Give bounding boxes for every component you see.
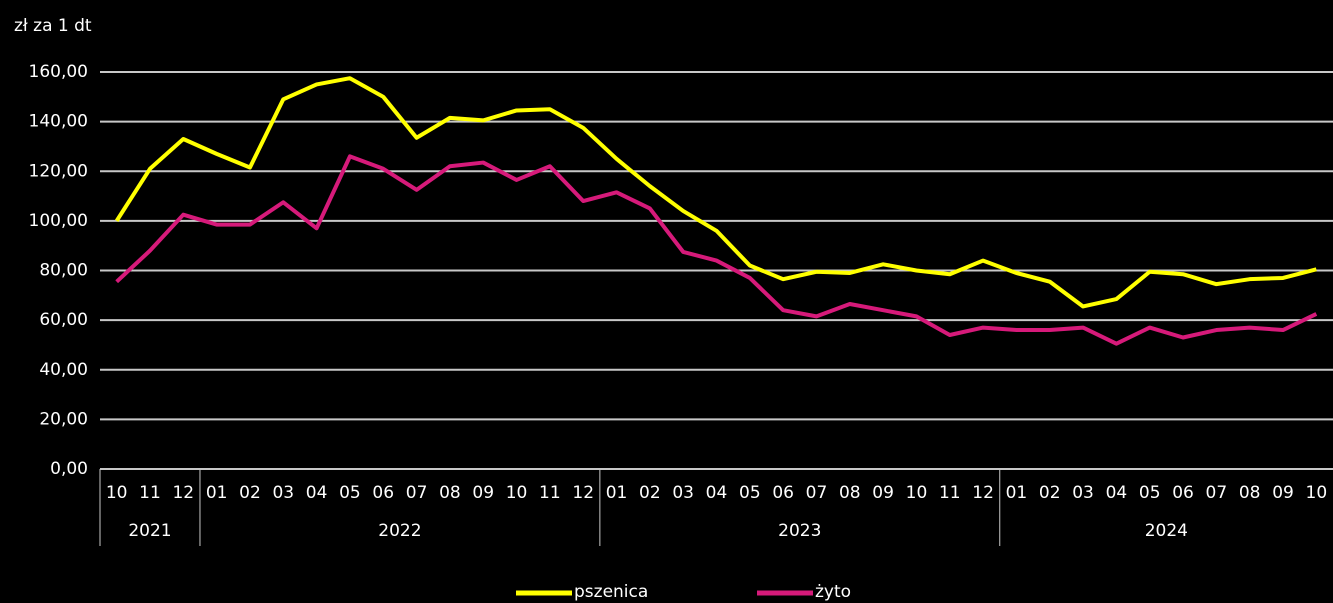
year-label: 2022 [378,521,421,541]
x-tick-label: 03 [272,483,294,503]
x-tick-label: 11 [939,483,961,503]
x-tick-label: 08 [439,483,461,503]
x-tick-label: 04 [1106,483,1128,503]
x-tick-label: 04 [306,483,328,503]
legend-label: pszenica [574,582,648,602]
x-tick-label: 11 [539,483,561,503]
year-label: 2024 [1145,521,1188,541]
x-tick-label: 08 [1239,483,1261,503]
year-label: 2023 [778,521,821,541]
x-tick-label: 09 [872,483,894,503]
legend-label: żyto [815,582,851,602]
x-tick-label: 07 [1206,483,1228,503]
x-tick-label: 05 [339,483,361,503]
x-tick-label: 08 [839,483,861,503]
x-tick-label: 05 [739,483,761,503]
y-tick-label: 120,00 [29,161,88,181]
x-tick-label: 10 [906,483,928,503]
year-label: 2021 [128,521,171,541]
y-tick-label: 0,00 [50,459,88,479]
x-tick-label: 10 [1306,483,1328,503]
x-tick-label: 02 [1039,483,1061,503]
x-tick-label: 02 [239,483,261,503]
y-tick-label: 60,00 [39,310,88,330]
y-tick-label: 100,00 [29,211,88,231]
y-tick-label: 20,00 [39,409,88,429]
x-tick-label: 07 [806,483,828,503]
x-tick-label: 06 [1172,483,1194,503]
x-tick-label: 02 [639,483,661,503]
x-tick-label: 10 [106,483,128,503]
x-tick-label: 07 [406,483,428,503]
x-tick-label: 12 [572,483,594,503]
x-tick-label: 11 [139,483,161,503]
x-tick-label: 09 [472,483,494,503]
x-tick-label: 06 [772,483,794,503]
x-tick-label: 03 [672,483,694,503]
x-tick-label: 10 [506,483,528,503]
y-tick-label: 80,00 [39,261,88,281]
x-tick-label: 01 [606,483,628,503]
series-line [114,76,1317,309]
x-tick-label: 01 [1006,483,1028,503]
x-tick-label: 05 [1139,483,1161,503]
y-axis-label: zł za 1 dt [14,16,92,36]
x-tick-label: 12 [972,483,994,503]
x-tick-label: 09 [1272,483,1294,503]
x-tick-label: 01 [206,483,228,503]
x-tick-label: 12 [172,483,194,503]
y-tick-label: 140,00 [29,112,88,132]
series-line [115,154,1318,346]
x-tick-label: 06 [372,483,394,503]
x-tick-label: 03 [1072,483,1094,503]
x-tick-label: 04 [706,483,728,503]
y-tick-label: 160,00 [29,62,88,82]
y-tick-label: 40,00 [39,360,88,380]
